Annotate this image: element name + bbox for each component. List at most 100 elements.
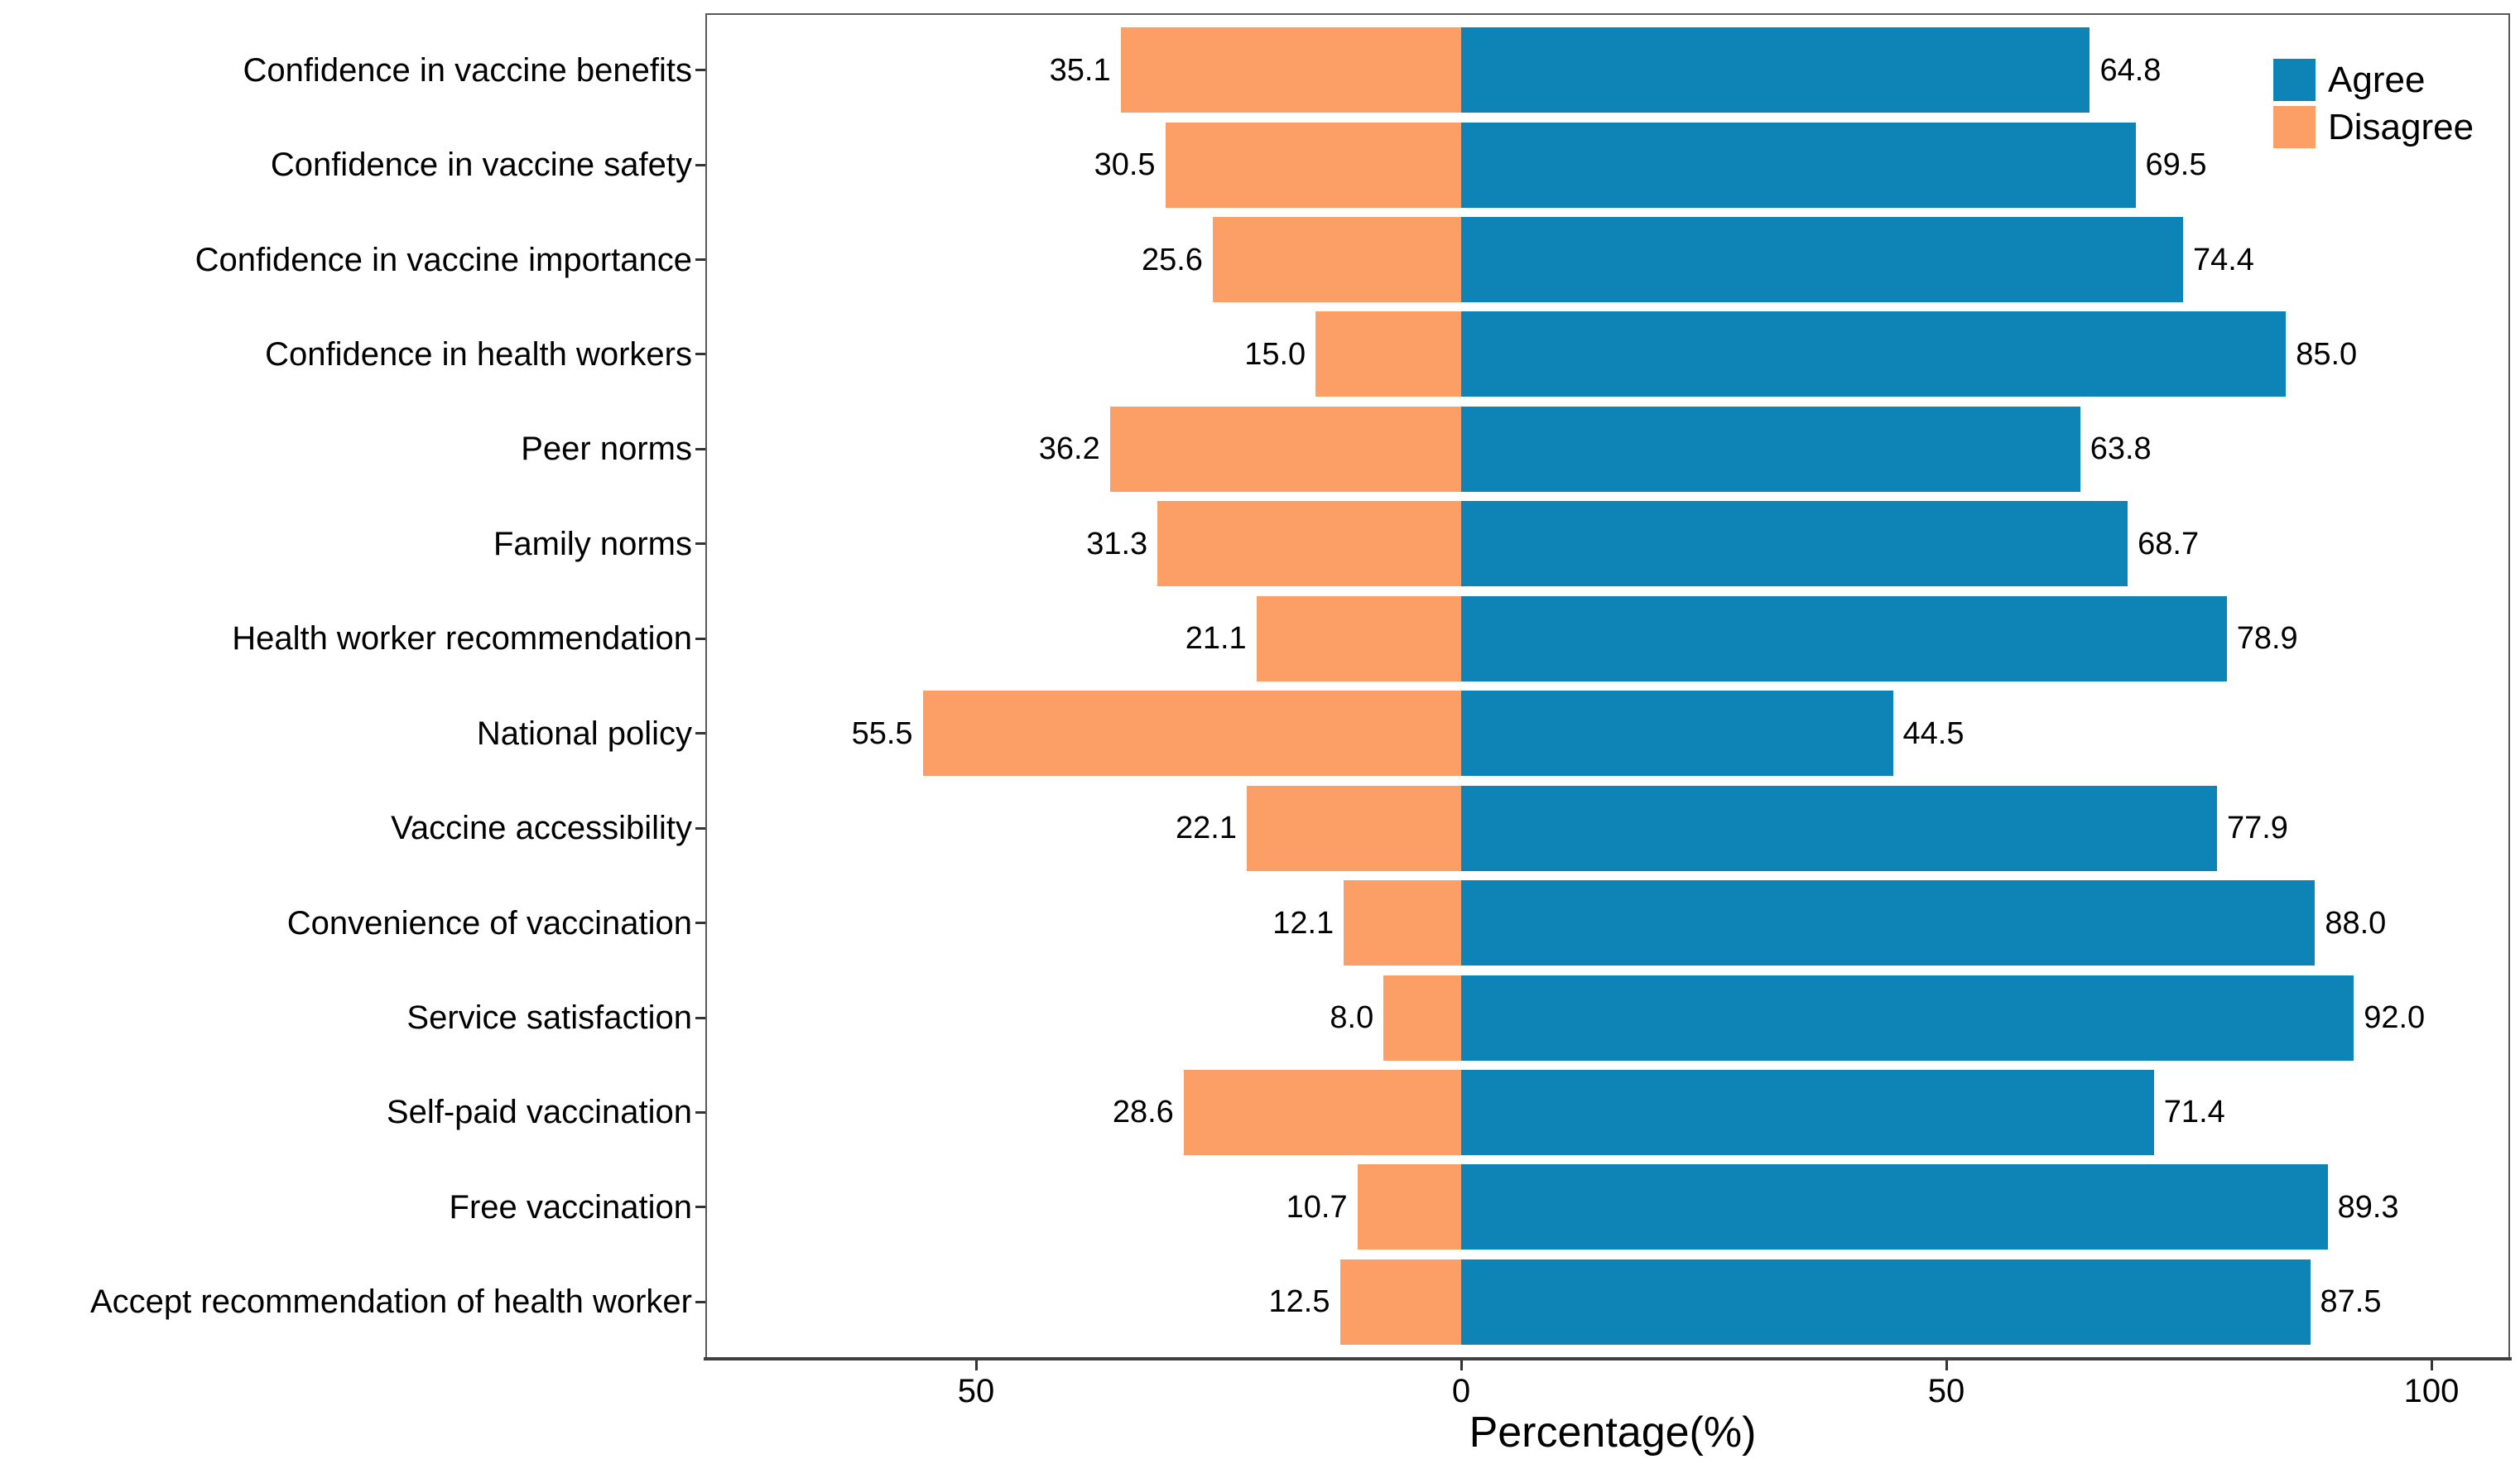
disagree-bar <box>1357 1164 1461 1250</box>
agree-bar <box>1461 501 2128 587</box>
legend-swatch-agree <box>2273 59 2316 101</box>
x-tick <box>1460 1360 1463 1370</box>
x-axis-line <box>704 1357 2512 1360</box>
agree-bar <box>1461 785 2217 871</box>
disagree-bar <box>1183 1069 1461 1155</box>
disagree-value-label: 12.5 <box>1268 1284 1330 1320</box>
agree-value-label: 92.0 <box>2364 1000 2426 1036</box>
y-tick <box>695 826 705 830</box>
disagree-value-label: 8.0 <box>1330 1000 1374 1036</box>
agree-bar <box>1461 406 2080 492</box>
legend-swatch-disagree <box>2273 106 2316 148</box>
legend-label-disagree: Disagree <box>2328 107 2474 147</box>
y-tick <box>695 69 705 72</box>
agree-value-label: 63.8 <box>2090 431 2152 467</box>
disagree-value-label: 25.6 <box>1141 242 1203 277</box>
x-tick <box>974 1360 978 1370</box>
agree-bar <box>1461 122 2136 208</box>
x-tick-label: 50 <box>957 1373 995 1409</box>
category-label: Accept recommendation of health worker <box>89 1283 692 1321</box>
disagree-value-label: 55.5 <box>851 715 913 751</box>
y-tick <box>695 637 705 640</box>
disagree-value-label: 21.1 <box>1185 621 1247 657</box>
disagree-bar <box>1212 217 1461 303</box>
disagree-value-label: 36.2 <box>1038 431 1100 467</box>
disagree-bar <box>1344 880 1461 966</box>
agree-bar <box>1461 27 2090 113</box>
agree-value-label: 74.4 <box>2192 242 2254 277</box>
disagree-bar <box>1157 501 1461 587</box>
legend: Agree Disagree <box>2273 59 2505 150</box>
disagree-value-label: 30.5 <box>1094 147 1156 183</box>
disagree-value-label: 28.6 <box>1112 1095 1174 1130</box>
agree-bar <box>1461 217 2183 303</box>
y-tick <box>695 353 705 356</box>
x-tick <box>1945 1360 1948 1370</box>
agree-value-label: 69.5 <box>2145 147 2207 183</box>
agree-value-label: 87.5 <box>2320 1284 2382 1320</box>
disagree-bar <box>1246 785 1461 871</box>
x-tick <box>2430 1360 2433 1370</box>
disagree-value-label: 22.1 <box>1176 811 1237 846</box>
disagree-value-label: 35.1 <box>1049 52 1111 88</box>
disagree-value-label: 12.1 <box>1272 905 1335 941</box>
disagree-value-label: 15.0 <box>1244 336 1306 372</box>
agree-value-label: 77.9 <box>2226 811 2288 846</box>
agree-bar <box>1461 880 2316 966</box>
category-label: Peer norms <box>521 431 692 468</box>
disagree-bar <box>1165 122 1461 208</box>
agree-value-label: 64.8 <box>2099 52 2162 88</box>
agree-bar <box>1461 1259 2311 1345</box>
y-tick <box>695 1016 705 1019</box>
y-tick <box>695 732 705 735</box>
agree-value-label: 85.0 <box>2296 336 2358 372</box>
disagree-bar <box>1109 406 1461 492</box>
agree-bar <box>1461 691 1893 777</box>
agree-bar <box>1461 1164 2328 1250</box>
plot-panel <box>705 13 2510 1359</box>
x-tick-label: 100 <box>2403 1373 2460 1409</box>
agree-bar <box>1461 595 2227 681</box>
category-label: Self-paid vaccination <box>386 1094 692 1131</box>
category-label: Free vaccination <box>449 1188 692 1226</box>
disagree-value-label: 10.7 <box>1286 1189 1348 1225</box>
y-tick <box>695 258 705 262</box>
category-label: Convenience of vaccination <box>286 904 692 941</box>
agree-bar <box>1461 311 2287 397</box>
disagree-bar <box>1256 595 1461 681</box>
category-label: Confidence in vaccine safety <box>270 147 692 184</box>
legend-label-agree: Agree <box>2328 60 2426 100</box>
y-tick <box>695 1110 705 1114</box>
disagree-bar <box>1339 1259 1461 1345</box>
category-label: Confidence in vaccine benefits <box>243 51 692 89</box>
category-label: Confidence in health workers <box>265 335 692 373</box>
category-label: Service satisfaction <box>406 999 692 1037</box>
y-tick <box>695 542 705 546</box>
disagree-bar <box>1120 27 1461 113</box>
disagree-bar <box>922 691 1461 777</box>
category-label: National policy <box>476 715 692 752</box>
category-label: Confidence in vaccine importance <box>195 241 692 278</box>
y-tick <box>695 1206 705 1209</box>
agree-value-label: 68.7 <box>2138 526 2200 561</box>
y-tick <box>695 447 705 450</box>
category-label: Family norms <box>493 525 692 562</box>
agree-value-label: 44.5 <box>1902 715 1965 751</box>
disagree-value-label: 31.3 <box>1086 526 1148 561</box>
y-tick <box>695 1300 705 1303</box>
disagree-bar <box>1383 975 1461 1061</box>
agree-value-label: 71.4 <box>2163 1095 2225 1130</box>
disagree-bar <box>1315 311 1461 397</box>
x-axis-title: Percentage(%) <box>1469 1409 1757 1457</box>
agree-value-label: 88.0 <box>2325 905 2387 941</box>
category-label: Vaccine accessibility <box>391 810 692 847</box>
x-tick-label: 0 <box>1451 1373 1471 1409</box>
agree-bar <box>1461 975 2354 1061</box>
x-tick-label: 50 <box>1927 1373 1965 1409</box>
agree-value-label: 89.3 <box>2337 1189 2399 1225</box>
y-tick <box>695 163 705 166</box>
agree-value-label: 78.9 <box>2236 621 2298 657</box>
y-tick <box>695 922 705 925</box>
category-label: Health worker recommendation <box>232 620 692 657</box>
